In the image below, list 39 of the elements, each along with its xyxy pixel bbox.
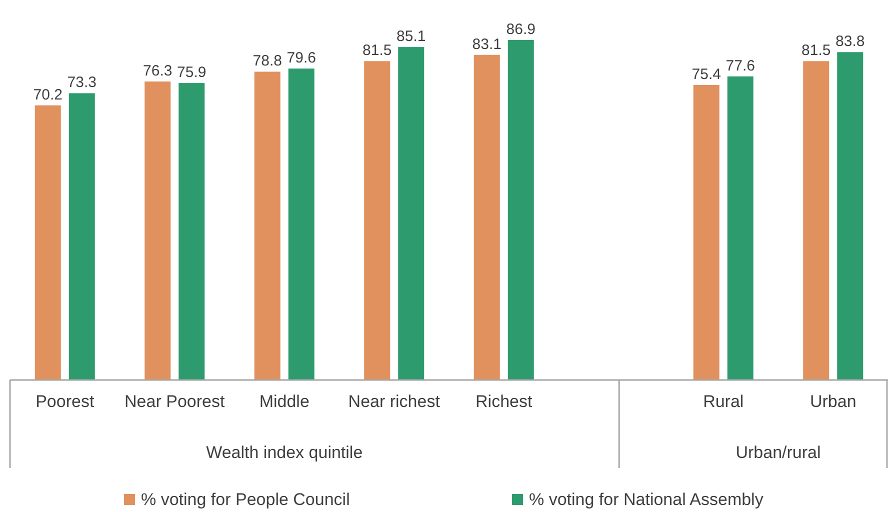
data-label: 77.6 xyxy=(726,57,755,74)
data-label: 83.8 xyxy=(836,33,865,50)
x-tick-label: Middle xyxy=(259,392,310,411)
legend-label: % voting for National Assembly xyxy=(529,490,764,509)
data-label: 70.2 xyxy=(33,86,62,104)
bar xyxy=(178,83,205,380)
text: Urban/rural xyxy=(736,443,821,462)
text: Wealth index quintile xyxy=(206,443,363,462)
x-tick-label: Near richest xyxy=(348,392,440,411)
data-label: 81.5 xyxy=(362,42,392,60)
data-label: 75.4 xyxy=(692,66,721,83)
bar xyxy=(364,61,390,380)
x-tick-label: Poorest xyxy=(36,392,94,411)
bar xyxy=(254,72,280,380)
bar xyxy=(727,76,754,380)
bar xyxy=(144,81,171,380)
bar xyxy=(474,54,500,380)
x-tick-label: Near Poorest xyxy=(124,392,225,411)
x-tick-label: Rural xyxy=(703,392,744,411)
bar xyxy=(68,93,95,380)
data-label: 76.3 xyxy=(143,62,172,80)
data-label: 83.1 xyxy=(472,36,502,53)
bar xyxy=(508,40,534,380)
bar xyxy=(693,84,720,380)
data-label: 86.9 xyxy=(506,21,536,38)
data-label: 81.5 xyxy=(802,42,831,60)
data-label: 75.9 xyxy=(177,64,206,82)
x-tick-label: Urban xyxy=(810,392,856,411)
bar xyxy=(288,68,314,380)
data-label: 79.6 xyxy=(286,50,316,67)
data-label: 73.3 xyxy=(67,74,96,92)
bar xyxy=(837,52,864,380)
bar xyxy=(398,47,424,380)
bar xyxy=(803,61,830,380)
x-tick-label: Richest xyxy=(476,392,532,411)
data-label: 85.1 xyxy=(396,28,426,46)
data-label: 78.8 xyxy=(252,52,282,70)
legend-label: % voting for People Council xyxy=(141,490,350,509)
bar xyxy=(34,105,61,380)
